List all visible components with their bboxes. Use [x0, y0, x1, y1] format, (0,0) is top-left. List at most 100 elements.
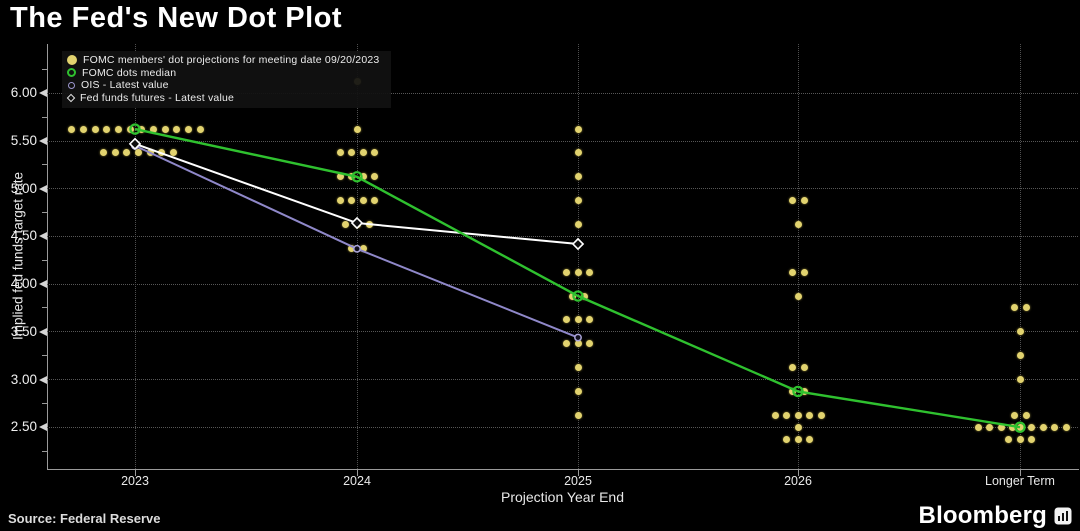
fomc-projection-dot [173, 125, 181, 133]
fomc-projection-dot [146, 149, 154, 157]
fomc-projection-dot [800, 387, 808, 395]
fomc-projection-dot [574, 197, 582, 205]
gridline-horizontal [47, 140, 1078, 142]
legend-item: FOMC dots median [67, 67, 379, 80]
y-tick-label: 4.50 [10, 228, 37, 244]
gridline-horizontal [47, 235, 1078, 237]
legend-label: FOMC members' dot projections for meetin… [83, 54, 380, 67]
gridline-horizontal [47, 283, 1078, 285]
x-tick-label: 2024 [343, 474, 371, 488]
brand-name: Bloomberg [918, 502, 1047, 529]
legend-label: Fed funds futures - Latest value [80, 91, 235, 104]
fomc-projection-dot [353, 220, 361, 228]
fomc-projection-dot [574, 149, 582, 157]
legend-item: FOMC members' dot projections for meetin… [67, 54, 379, 67]
y-minor-tick [42, 402, 47, 404]
fomc-projection-dot [196, 125, 204, 133]
y-minor-tick [42, 450, 47, 452]
fomc-projection-dot [788, 197, 796, 205]
fomc-projection-dot [568, 292, 576, 300]
fomc-projection-dot [370, 149, 378, 157]
x-tick [797, 469, 799, 476]
ring-legend-icon [67, 68, 76, 78]
x-tick-label: 2023 [121, 474, 149, 488]
fomc-projection-dot [574, 340, 582, 348]
fomc-projection-dot [771, 411, 779, 419]
fomc-projection-dot [574, 411, 582, 419]
fomc-projection-dot [1039, 423, 1047, 431]
fomc-projection-dot [580, 292, 588, 300]
fomc-projection-dot [574, 387, 582, 395]
fomc-projection-dot [806, 411, 813, 419]
fomc-projection-dot [1009, 423, 1016, 431]
fomc-projection-dot [574, 173, 582, 181]
fomc-projection-dot [365, 220, 373, 228]
source-note: Source: Federal Reserve [8, 511, 161, 526]
fomc-projection-dot [574, 125, 582, 133]
fomc-projection-dot [783, 435, 790, 443]
fomc-projection-dot [574, 268, 582, 276]
y-minor-tick [42, 116, 47, 118]
x-tick [1019, 469, 1021, 476]
y-tick-label: 2.50 [10, 419, 37, 435]
y-axis-title: Implied fed funds target rate [10, 171, 26, 341]
fomc-projection-dot [788, 364, 796, 372]
fomc-projection-dot [138, 125, 146, 133]
fomc-projection-dot [788, 268, 796, 276]
x-axis-title: Projection Year End [501, 489, 624, 505]
gridline-vertical [577, 44, 579, 469]
x-tick-label: Longer Term [985, 474, 1055, 488]
fomc-projection-dot [986, 423, 993, 431]
y-tick-arrow-icon [39, 375, 47, 384]
fomc-projection-dot [1062, 423, 1070, 431]
fomc-projection-dot [149, 125, 157, 133]
fomc-projection-dot [586, 268, 593, 276]
fomc-projection-dot [99, 149, 107, 157]
fomc-projection-dot [359, 149, 367, 157]
gridline-horizontal [47, 379, 1078, 380]
x-tick [356, 469, 358, 476]
fomc-projection-dot [1051, 423, 1058, 431]
fomc-projection-dot [370, 173, 378, 181]
diamond-legend-icon [66, 93, 76, 102]
y-tick-label: 3.50 [10, 323, 37, 339]
fomc-projection-dot [336, 173, 344, 181]
fomc-projection-dot [574, 316, 582, 324]
fomc-projection-dot [341, 220, 349, 228]
gridline-vertical [1019, 44, 1021, 469]
fomc-projection-dot [336, 197, 344, 205]
bloomberg-terminal-icon [1054, 507, 1072, 525]
fomc-projection-dot [114, 125, 122, 133]
x-tick [577, 469, 579, 476]
fomc-projection-dot [788, 387, 796, 395]
fomc-projection-dot [817, 411, 825, 419]
fomc-projection-dot [1022, 304, 1030, 312]
fomc-projection-dot [800, 197, 808, 205]
fomc-projection-dot [783, 411, 790, 419]
y-tick-arrow-icon [39, 137, 47, 145]
fomc-projection-dot [794, 423, 802, 431]
fomc-projection-dot [1016, 376, 1024, 383]
fomc-projection-dot [997, 423, 1005, 431]
gridline-horizontal [47, 426, 1078, 428]
y-minor-tick [42, 307, 47, 309]
fomc-projection-dot [806, 435, 813, 443]
legend-item: OIS - Latest value [67, 79, 379, 92]
y-tick-label: 4.00 [10, 276, 37, 292]
y-tick-label: 3.00 [10, 371, 37, 387]
fomc-projection-dot [68, 125, 76, 133]
fomc-projection-dot [1005, 435, 1012, 443]
fomc-projection-dot [126, 125, 134, 133]
y-tick-label: 6.00 [10, 85, 37, 101]
y-tick-arrow-icon [39, 327, 47, 336]
fomc-projection-dot [574, 220, 582, 228]
y-tick-arrow-icon [39, 89, 47, 98]
y-minor-tick [42, 164, 47, 166]
fomc-projection-dot [563, 268, 570, 276]
x-tick [134, 469, 136, 476]
fomc-projection-dot [1010, 411, 1018, 419]
fomc-projection-dot [1016, 328, 1024, 336]
fomc-projection-dot [1010, 304, 1018, 312]
brand: Bloomberg [919, 502, 1072, 530]
